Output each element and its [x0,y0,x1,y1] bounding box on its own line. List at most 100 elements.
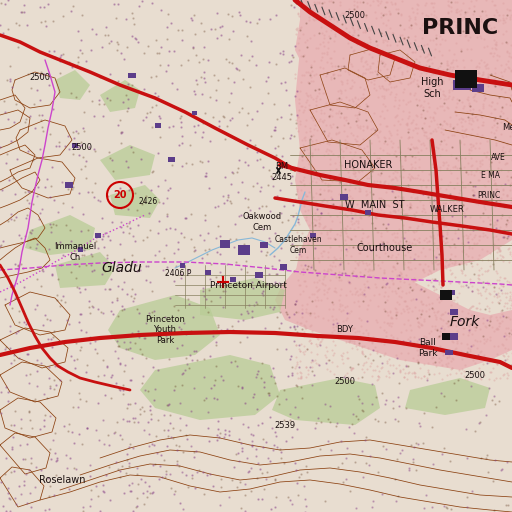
Point [335,11,344,19]
Point [132,34,140,42]
Point [342,163,350,172]
Point [460,241,468,249]
Point [405,112,413,120]
Point [160,254,168,262]
Point [317,23,326,31]
Point [439,78,447,87]
Point [67,352,75,360]
Point [140,84,148,93]
Point [389,169,397,177]
Point [128,329,136,337]
Point [385,127,393,136]
Point [368,219,376,227]
Point [432,313,440,321]
Point [102,362,111,371]
Point [331,284,339,292]
Point [86,473,94,481]
Point [370,76,378,84]
Point [453,299,461,307]
Point [420,372,428,380]
Point [464,283,472,291]
Point [86,502,94,510]
Point [178,138,186,146]
Point [98,309,106,317]
Point [342,143,350,152]
Point [195,466,203,475]
Point [345,28,353,36]
Point [382,238,391,246]
Point [344,233,352,241]
Point [355,285,364,293]
Point [258,289,266,297]
Point [290,323,298,331]
Point [282,437,290,445]
Point [351,258,359,266]
Point [424,90,433,98]
Point [475,271,483,280]
Point [491,180,499,188]
Point [337,109,345,117]
Point [0,97,8,105]
Point [99,100,108,109]
Point [300,481,308,489]
Point [369,346,377,354]
Point [295,362,304,371]
Point [419,266,427,274]
Point [457,282,465,290]
Point [479,209,487,217]
Point [329,71,337,79]
Point [363,317,371,325]
Point [426,36,434,44]
Point [407,78,415,86]
Point [318,117,326,125]
Point [481,182,489,190]
Point [154,148,162,157]
Point [396,78,404,86]
Point [377,169,385,177]
Point [342,143,350,151]
Point [460,101,468,110]
Point [269,364,278,372]
Point [140,334,148,342]
Point [318,334,326,343]
Point [86,333,94,341]
Point [491,179,499,187]
Point [436,120,444,129]
Point [310,309,318,317]
Point [318,49,326,57]
Point [330,74,338,82]
Point [336,1,345,9]
Point [259,291,267,299]
Point [396,268,404,276]
Point [413,440,421,448]
Point [329,351,337,359]
Point [386,130,394,138]
Point [183,435,191,443]
Point [419,266,428,274]
Point [479,118,487,126]
Point [27,459,35,467]
Point [461,117,469,125]
Point [224,74,232,82]
Point [328,298,336,306]
Point [470,195,478,203]
Point [454,156,462,164]
Point [455,69,463,77]
Point [358,343,366,351]
Point [501,356,509,364]
Point [350,337,358,345]
Point [277,244,285,252]
Point [272,151,280,159]
Point [404,335,412,344]
Point [435,19,443,28]
Point [465,145,473,154]
Point [376,352,385,360]
Point [489,166,497,175]
Point [393,272,401,281]
Point [295,34,304,42]
Point [439,158,447,166]
Point [409,285,417,293]
Point [377,0,385,5]
Point [462,281,471,289]
Point [340,138,349,146]
